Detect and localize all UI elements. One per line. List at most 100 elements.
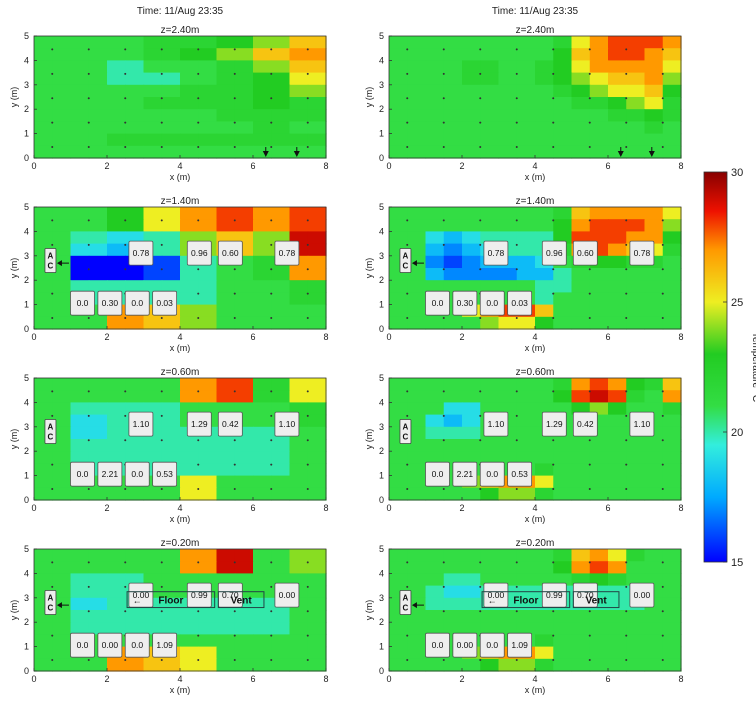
heat-cell	[34, 145, 53, 159]
heat-cell	[125, 109, 145, 122]
heat-cell	[34, 463, 53, 477]
sensor-dot	[87, 390, 90, 393]
x-tick-label: 4	[532, 161, 537, 171]
heat-cell	[198, 463, 218, 477]
value-box	[629, 582, 655, 608]
y-tick-label: 0	[379, 666, 384, 676]
heat-cell	[307, 255, 327, 269]
heat-cell	[608, 121, 627, 135]
sensor-dot	[515, 414, 518, 417]
heat-cell	[125, 121, 145, 135]
heat-cell	[161, 426, 181, 440]
sensor-dot	[515, 121, 518, 124]
sensor-dot	[515, 390, 518, 393]
heat-cell	[425, 622, 445, 635]
heat-cell	[516, 390, 536, 403]
heat-cell	[34, 658, 53, 672]
heat-cell	[553, 72, 573, 86]
heat-cell	[662, 549, 682, 562]
sensor-dot	[442, 48, 445, 51]
value-box-label: 0.0	[432, 469, 444, 479]
heat-cell	[498, 72, 518, 86]
heat-cell	[70, 72, 90, 86]
sensor-dot	[625, 659, 628, 662]
heat-cell	[34, 475, 53, 489]
heat-cell	[271, 48, 291, 61]
heat-cell	[34, 292, 53, 306]
x-tick-label: 8	[323, 161, 328, 171]
sensor-dot	[552, 390, 555, 393]
sensor-dot	[124, 243, 127, 246]
heat-cell	[107, 378, 126, 391]
heat-cell	[161, 414, 181, 428]
heat-cell	[88, 573, 108, 587]
heat-cell	[271, 316, 291, 330]
heat-cell	[70, 402, 90, 416]
heat-cell	[52, 646, 72, 660]
sensor-dot	[479, 243, 482, 246]
heat-cell	[52, 390, 72, 403]
heat-cell	[626, 219, 646, 232]
sensor-dot	[124, 48, 127, 51]
heat-cell	[462, 390, 481, 403]
sensor-dot	[406, 146, 409, 149]
heat-cell	[589, 48, 609, 61]
y-axis-label: y (m)	[9, 429, 19, 450]
sensor-dot	[160, 48, 163, 51]
heat-cell	[608, 268, 627, 281]
heat-cell	[389, 207, 408, 220]
heat-cell	[307, 549, 327, 562]
heat-cell	[626, 658, 646, 672]
sensor-dot	[625, 463, 628, 466]
heat-cell	[498, 658, 518, 672]
colorbar-tick-label: 15	[731, 557, 743, 569]
heat-cell	[52, 439, 72, 452]
heat-cell	[553, 121, 573, 135]
heat-cell	[107, 36, 126, 49]
ac-unit-label: C	[48, 432, 54, 441]
sensor-dot	[233, 659, 236, 662]
heat-cell	[407, 60, 427, 74]
heat-cell	[307, 463, 327, 477]
heat-cell	[88, 316, 108, 330]
heat-cell	[589, 316, 609, 330]
heat-cell	[443, 72, 463, 86]
value-box	[425, 461, 450, 487]
heat-cell	[216, 463, 236, 477]
heat-cell	[389, 634, 408, 648]
x-tick-label: 0	[386, 161, 391, 171]
sensor-dot	[51, 97, 54, 100]
heat-cell	[198, 549, 218, 562]
heat-cell	[88, 72, 108, 86]
heat-cell	[253, 268, 272, 281]
value-box-label: 0.60	[577, 248, 594, 258]
heat-cell	[34, 561, 53, 574]
heat-cell	[571, 60, 591, 74]
sensor-dot	[625, 414, 628, 417]
heat-cell	[307, 439, 327, 452]
heat-cell	[626, 610, 646, 623]
heat-cell	[407, 487, 427, 501]
heat-cell	[462, 219, 481, 232]
heat-cell	[216, 390, 236, 403]
heat-cell	[271, 133, 291, 147]
heat-cell	[516, 255, 536, 269]
heat-cell	[626, 121, 646, 135]
heat-cell	[644, 439, 664, 452]
heat-cell	[88, 268, 108, 281]
heat-cell	[571, 463, 591, 477]
heat-cell	[88, 109, 108, 122]
heat-cell	[88, 561, 108, 574]
heat-cell	[443, 133, 463, 147]
sensor-dot	[442, 439, 445, 442]
heat-cell	[88, 97, 108, 110]
heat-cell	[480, 121, 500, 135]
heat-cell	[143, 133, 163, 147]
heat-cell	[88, 426, 108, 440]
heat-cell	[307, 634, 327, 648]
sensor-dot	[661, 146, 664, 149]
heat-cell	[644, 207, 664, 220]
heat-cell	[662, 646, 682, 660]
heat-cell	[516, 426, 536, 440]
sensor-dot	[197, 146, 200, 149]
